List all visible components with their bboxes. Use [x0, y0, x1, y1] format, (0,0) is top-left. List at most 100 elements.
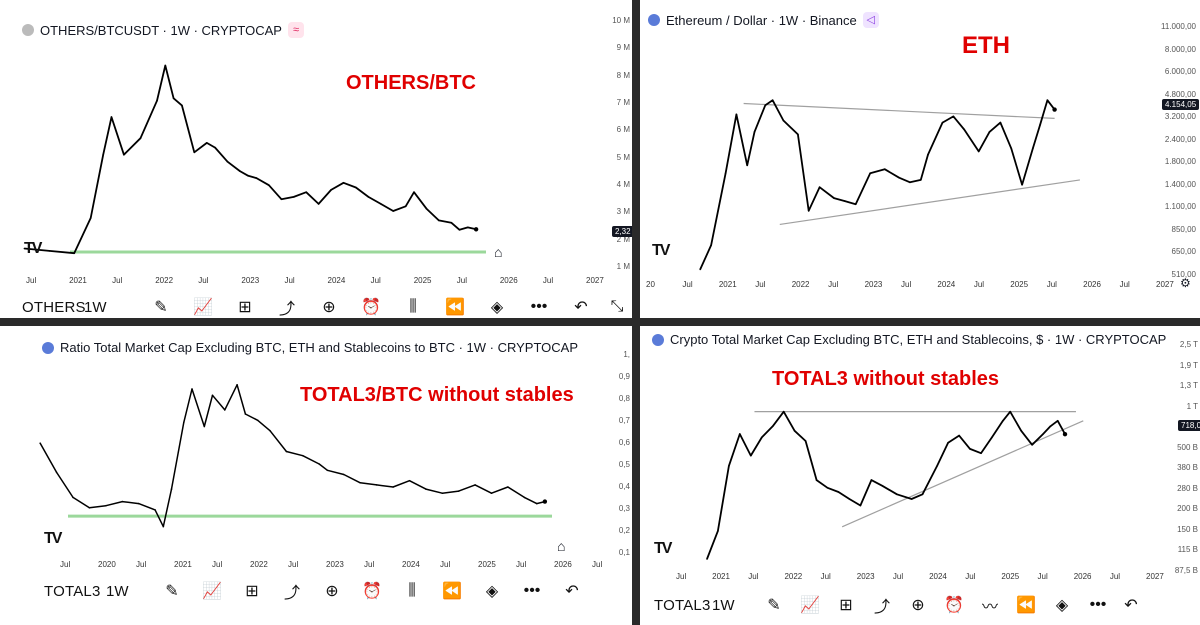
y-tick-label: 8.000,00: [1164, 44, 1196, 54]
y-axis: 1, 0,9 0,8 0,7 0,6 0,5 0,4 0,3 0,2 0,1: [604, 326, 630, 566]
chart-title[interactable]: OTHERS/BTCUSDT · 1W · CRYPTOCAP ≈: [22, 22, 304, 38]
x-tick-label: 2022: [791, 280, 810, 289]
data-point: [211, 394, 214, 397]
price-series-line: [39, 384, 546, 528]
grid-icon[interactable]: ⊞: [245, 583, 259, 600]
symbol-button[interactable]: OTHERS: [22, 298, 86, 316]
chart-title[interactable]: Crypto Total Market Cap Excluding BTC, E…: [652, 332, 1166, 347]
data-point: [55, 471, 58, 474]
more-icon[interactable]: •••: [1089, 596, 1107, 613]
data-point: [815, 479, 818, 481]
pen-icon[interactable]: ✎: [767, 597, 781, 614]
line-icon[interactable]: 〰: [981, 599, 998, 616]
data-point: [991, 436, 993, 439]
data-point: [330, 189, 332, 191]
undo-icon[interactable]: ↶: [1124, 597, 1138, 614]
indicators-icon[interactable]: 📈: [800, 597, 820, 614]
x-tick-label: Jul: [748, 572, 759, 581]
data-point: [293, 196, 295, 198]
settings-icon[interactable]: ⚙: [1180, 276, 1191, 290]
data-point: [105, 504, 107, 507]
data-point: [467, 226, 469, 229]
interval-button[interactable]: 1W: [84, 298, 107, 316]
layers-icon[interactable]: ◈: [485, 583, 499, 600]
y-tick-label: 10 M: [612, 16, 630, 25]
alarm-icon[interactable]: ⏰: [944, 597, 964, 614]
add-icon[interactable]: ⊕: [322, 299, 336, 316]
data-point: [255, 177, 258, 179]
trend-icon[interactable]: ⤴: [278, 301, 295, 318]
data-point: [920, 179, 922, 181]
y-tick-label: 8 M: [616, 70, 630, 80]
data-point: [359, 482, 362, 484]
last-price-dot: [473, 227, 479, 232]
grid-icon[interactable]: ⊞: [839, 597, 853, 614]
indicators-icon[interactable]: 📈: [193, 299, 213, 316]
data-point: [317, 203, 320, 205]
data-point: [441, 492, 444, 494]
data-point: [193, 151, 196, 154]
rewind-icon[interactable]: ⏪: [442, 583, 462, 600]
grid-icon[interactable]: ⊞: [238, 299, 252, 316]
symbol-button[interactable]: TOTAL3: [44, 582, 101, 600]
add-icon[interactable]: ⊕: [325, 583, 339, 600]
data-point: [156, 99, 158, 102]
data-point: [343, 473, 345, 476]
rewind-icon[interactable]: ⏪: [445, 299, 465, 316]
collapse-icon[interactable]: ⤡: [610, 298, 624, 315]
chart-area[interactable]: [640, 28, 1145, 278]
share-icon[interactable]: ◁: [862, 12, 879, 28]
x-tick-label: 2025: [413, 276, 432, 285]
compare-icon[interactable]: ≈: [287, 22, 304, 38]
undo-icon[interactable]: ↶: [565, 583, 579, 600]
y-tick-label: 0,6: [618, 438, 630, 447]
data-point: [1056, 420, 1059, 422]
price-tag: 718,0: [1178, 420, 1200, 431]
data-point: [39, 442, 41, 444]
data-point: [717, 530, 719, 532]
more-icon[interactable]: •••: [530, 298, 548, 315]
data-point: [137, 502, 140, 505]
chart-title[interactable]: Ratio Total Market Cap Excluding BTC, ET…: [42, 340, 578, 355]
chart-title[interactable]: Ethereum / Dollar · 1W · Binance ◁: [648, 12, 879, 28]
data-point: [699, 268, 701, 271]
candles-icon[interactable]: ⫼: [408, 582, 416, 599]
x-tick-label: Jul: [1037, 572, 1048, 581]
y-tick-label: 3.200,00: [1164, 112, 1196, 122]
data-point: [881, 485, 884, 487]
indicators-icon[interactable]: 📈: [202, 583, 222, 600]
undo-icon[interactable]: ↶: [574, 299, 588, 316]
data-point: [761, 436, 763, 439]
y-tick-label: 2 M: [616, 234, 630, 244]
layers-icon[interactable]: ◈: [490, 299, 504, 316]
rewind-icon[interactable]: ⏪: [1016, 597, 1036, 614]
layers-icon[interactable]: ◈: [1055, 597, 1069, 614]
add-icon[interactable]: ⊕: [911, 597, 925, 614]
data-point: [23, 247, 26, 250]
data-point: [947, 442, 949, 444]
more-icon[interactable]: •••: [523, 582, 541, 599]
candles-icon[interactable]: ⫼: [409, 298, 417, 315]
tradingview-logo-icon: TV: [654, 540, 673, 557]
data-point: [750, 454, 752, 457]
data-point: [782, 410, 785, 413]
alarm-icon[interactable]: ⏰: [361, 299, 381, 316]
interval-button[interactable]: 1W: [106, 582, 129, 600]
x-tick-label: 2025: [1001, 572, 1020, 581]
x-tick-label: 2022: [784, 572, 803, 581]
y-tick-label: 1,: [623, 350, 630, 359]
pen-icon[interactable]: ✎: [165, 583, 179, 600]
pen-icon[interactable]: ✎: [154, 299, 168, 316]
alarm-icon[interactable]: ⏰: [362, 583, 382, 600]
chart-area[interactable]: [0, 40, 600, 275]
chart-area[interactable]: [640, 354, 1160, 569]
symbol-button[interactable]: TOTAL3: [654, 596, 711, 614]
trend-icon[interactable]: ⤴: [873, 599, 890, 616]
data-point: [706, 558, 708, 560]
interval-button[interactable]: 1W: [712, 596, 735, 614]
data-point: [844, 200, 846, 202]
chart-area[interactable]: [0, 356, 600, 566]
y-tick-label: 0,5: [618, 460, 630, 469]
trend-icon[interactable]: ⤴: [283, 585, 300, 602]
x-tick-label: Jul: [516, 560, 527, 569]
